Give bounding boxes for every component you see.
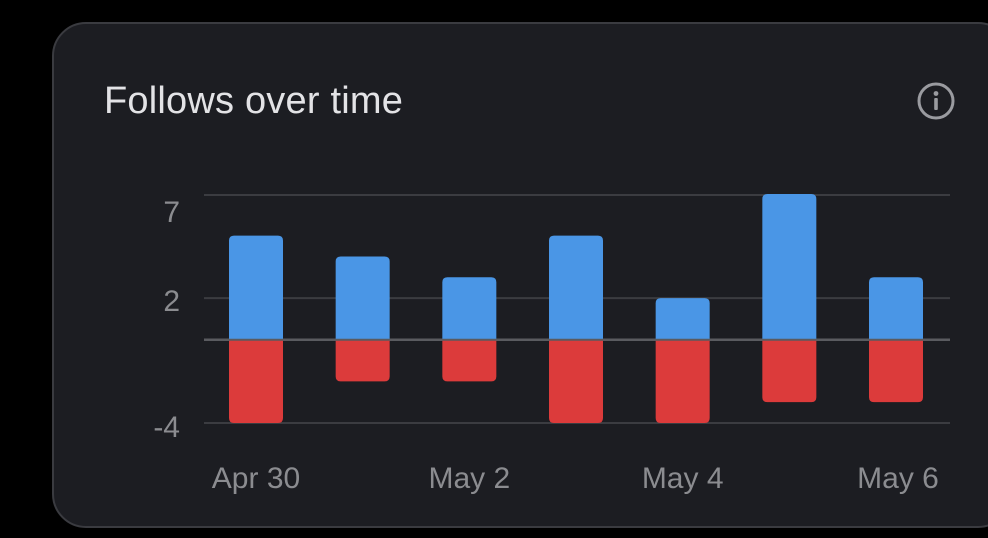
x-tick-label: May 2	[428, 462, 510, 495]
x-tick-label: May 6	[857, 462, 939, 495]
y-tick-label: 2	[163, 285, 180, 318]
bar-gained[interactable]	[869, 277, 923, 339]
bar-lost[interactable]	[335, 340, 390, 382]
bar-lost[interactable]	[549, 340, 603, 423]
x-tick-label: May 4	[642, 462, 724, 495]
bar-gained[interactable]	[229, 235, 283, 339]
bar-gained[interactable]	[549, 235, 603, 339]
bar-lost[interactable]	[442, 340, 497, 382]
bar-lost[interactable]	[229, 340, 283, 423]
bar-gained[interactable]	[762, 194, 817, 339]
bar-lost[interactable]	[762, 340, 817, 403]
x-tick-label: Apr 30	[212, 462, 300, 495]
card-title: Follows over time	[104, 80, 404, 122]
bar-gained[interactable]	[335, 256, 390, 339]
bar-lost[interactable]	[655, 340, 710, 423]
y-tick-label: 7	[163, 196, 180, 229]
follows-card: Follows over time	[52, 22, 988, 528]
bar-lost[interactable]	[869, 340, 923, 403]
info-icon[interactable]	[916, 81, 956, 121]
bar-gained[interactable]	[655, 298, 710, 339]
bar-gained[interactable]	[442, 277, 497, 339]
y-tick-label: -4	[153, 411, 180, 444]
